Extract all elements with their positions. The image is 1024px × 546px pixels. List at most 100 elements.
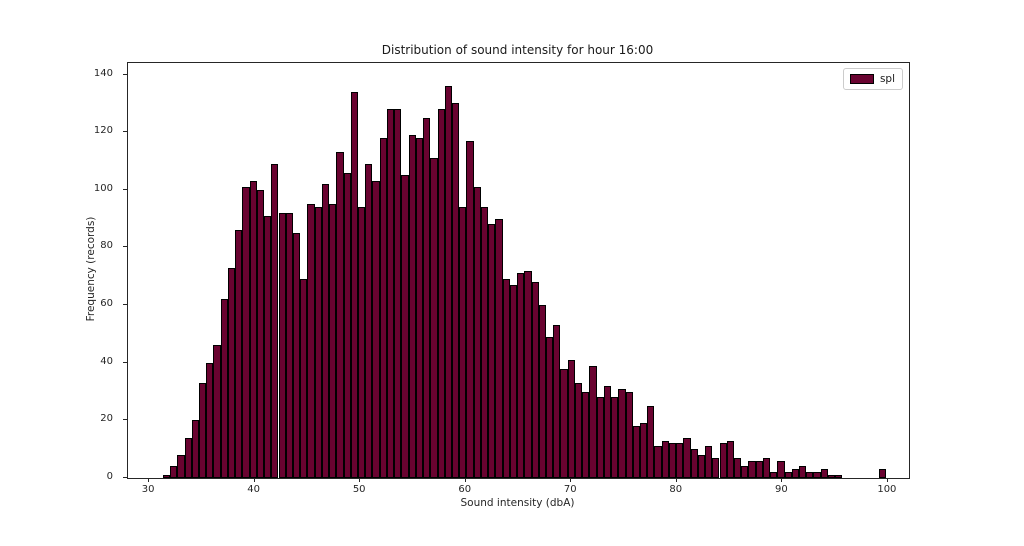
x-tick-label: 100 xyxy=(877,484,897,495)
histogram-bar xyxy=(227,267,236,478)
histogram-bar xyxy=(401,175,409,478)
histogram-bar xyxy=(618,388,626,478)
histogram-bar xyxy=(495,218,503,478)
histogram-bar xyxy=(611,397,619,478)
histogram-bar xyxy=(726,440,734,478)
histogram-bar xyxy=(386,109,395,478)
histogram-bar xyxy=(596,397,604,478)
histogram-bar xyxy=(264,215,272,478)
histogram-bar xyxy=(509,284,518,478)
histogram-bar xyxy=(784,472,792,478)
histogram-bar xyxy=(705,446,713,478)
histogram-bar xyxy=(480,207,489,478)
histogram-bar xyxy=(198,382,207,478)
y-tick-label: 0 xyxy=(106,471,113,482)
histogram-bar xyxy=(799,466,807,478)
histogram-bar xyxy=(683,437,691,478)
histogram-bar xyxy=(488,224,496,478)
histogram-bar xyxy=(748,460,756,478)
histogram-bar xyxy=(336,152,344,478)
histogram-bar xyxy=(466,140,474,478)
histogram-bar xyxy=(242,186,250,478)
histogram-bar xyxy=(235,230,243,478)
histogram-bar xyxy=(408,135,416,478)
histogram-bar xyxy=(567,359,575,478)
histogram-bar xyxy=(827,475,836,478)
y-tick-label: 20 xyxy=(100,413,113,425)
histogram-bar xyxy=(647,405,655,478)
y-tick-mark xyxy=(123,477,127,478)
histogram-bar xyxy=(668,443,677,478)
histogram-bar xyxy=(538,305,546,478)
y-tick-mark xyxy=(123,361,127,363)
histogram-bar xyxy=(545,336,554,478)
y-tick-label: 80 xyxy=(100,240,113,252)
x-tick-label: 60 xyxy=(458,484,472,495)
y-tick-mark xyxy=(123,188,127,190)
histogram-bar xyxy=(177,454,185,478)
histogram-bar xyxy=(437,109,445,478)
x-tick-mark xyxy=(781,478,783,482)
histogram-bar xyxy=(321,184,330,478)
y-tick-mark xyxy=(123,73,127,75)
histogram-bar xyxy=(350,91,359,478)
y-tick-label: 100 xyxy=(93,182,113,194)
histogram-bar xyxy=(582,391,590,478)
histogram-bar xyxy=(762,457,771,478)
histogram-bar xyxy=(813,472,821,478)
histogram-bar xyxy=(733,457,742,478)
histogram-bar xyxy=(358,207,366,478)
histogram-bar xyxy=(191,420,199,478)
histogram-bar xyxy=(719,443,727,478)
histogram-bar xyxy=(791,469,800,478)
histogram-bar xyxy=(256,189,265,478)
x-tick-mark xyxy=(570,478,572,482)
histogram-bar xyxy=(314,207,322,478)
histogram-bar xyxy=(625,391,633,478)
histogram-bar xyxy=(517,273,525,478)
histogram-bar xyxy=(755,460,763,478)
histogram-bar xyxy=(820,469,828,478)
y-tick-label: 120 xyxy=(93,125,113,137)
histogram-bar xyxy=(285,212,293,478)
histogram-bar xyxy=(524,270,532,478)
histogram-bar xyxy=(574,382,583,478)
histogram-bar xyxy=(697,454,706,478)
x-tick-label: 50 xyxy=(352,484,366,495)
x-tick-mark xyxy=(253,478,255,482)
histogram-bar xyxy=(329,204,337,478)
histogram-bar xyxy=(676,443,684,478)
histogram-bar xyxy=(213,345,221,478)
y-tick-mark xyxy=(123,304,127,306)
histogram-bar xyxy=(271,163,279,478)
histogram-bar xyxy=(806,472,814,478)
x-tick-mark xyxy=(148,478,150,482)
y-tick-label: 140 xyxy=(93,67,113,79)
histogram-bar xyxy=(423,117,431,478)
chart-title: Distribution of sound intensity for hour… xyxy=(381,43,654,57)
histogram-bar xyxy=(379,137,387,478)
histogram-bar xyxy=(292,233,301,478)
histogram-bar xyxy=(531,282,539,478)
histogram-bar xyxy=(365,163,373,478)
histogram-bar xyxy=(206,362,214,478)
plot-area: spl xyxy=(127,62,910,479)
legend-swatch-spl xyxy=(849,74,874,84)
histogram-bar xyxy=(835,475,843,478)
histogram-bar xyxy=(502,279,510,478)
histogram-bar xyxy=(343,172,351,478)
histogram-bar xyxy=(249,181,257,478)
y-axis-ticks: 0 20 40 60 80 100 120 140 xyxy=(0,62,127,482)
histogram-bar xyxy=(459,207,467,478)
histogram-bar xyxy=(300,279,308,478)
x-tick-label: 90 xyxy=(774,484,788,495)
y-tick-mark xyxy=(123,419,127,421)
x-tick-label: 30 xyxy=(141,484,155,495)
histogram-bar xyxy=(415,137,424,478)
histogram-bar xyxy=(220,299,228,478)
y-tick-label: 60 xyxy=(100,298,113,310)
histogram-bar xyxy=(452,103,460,478)
histogram-bar xyxy=(162,475,171,478)
histogram-bar xyxy=(770,472,778,478)
